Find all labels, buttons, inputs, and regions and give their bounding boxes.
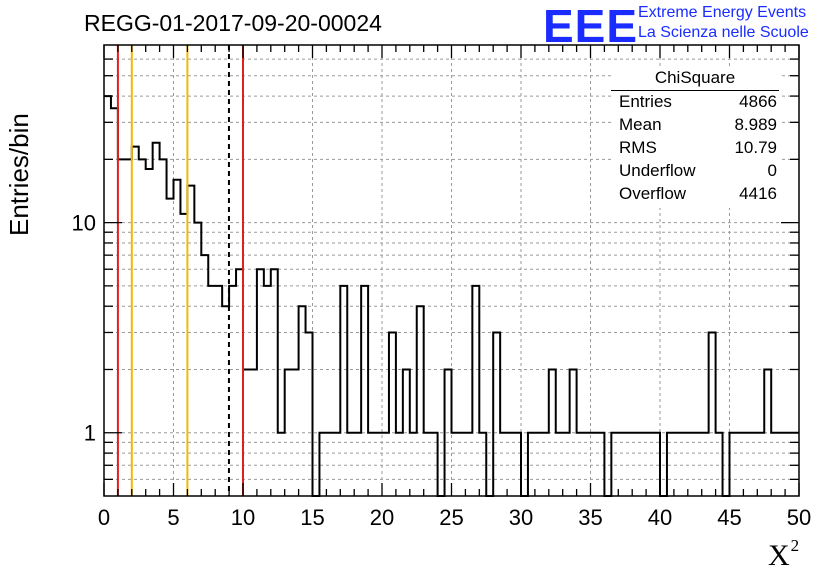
stats-row-entries: Entries 4866: [619, 92, 777, 114]
stats-value: 10.79: [734, 138, 777, 157]
x-tick-label: 5: [167, 505, 179, 530]
stats-row-overflow: Overflow 4416: [619, 184, 777, 206]
stats-row-underflow: Underflow 0: [619, 161, 777, 183]
stats-value: 0: [767, 161, 777, 180]
stats-value: 8.989: [734, 115, 777, 134]
x-tick-label: 0: [98, 505, 110, 530]
x-tick-label: 35: [578, 505, 602, 530]
x-axis-label: X2: [768, 536, 799, 573]
stats-row-rms: RMS 10.79: [619, 138, 777, 160]
logo-line-1: Extreme Energy Events: [638, 4, 807, 21]
x-tick-label: 40: [648, 505, 672, 530]
x-tick-label: 45: [717, 505, 741, 530]
x-axis-label-superscript: 2: [790, 536, 800, 555]
stats-key: Underflow: [619, 161, 696, 180]
stats-key: Overflow: [619, 184, 687, 203]
x-axis-label-base: X: [768, 539, 790, 572]
stats-key: Mean: [619, 115, 662, 134]
x-tick-label: 15: [300, 505, 324, 530]
stats-row-mean: Mean 8.989: [619, 115, 777, 137]
y-tick-label: 1: [84, 421, 96, 446]
x-tick-label: 10: [231, 505, 255, 530]
x-tick-label: 20: [370, 505, 394, 530]
logo-mark: EEE: [543, 0, 639, 52]
logo-line-2: La Scienza nelle Scuole: [638, 24, 809, 41]
stats-box: ChiSquare Entries 4866 Mean 8.989 RMS 10.79…: [611, 66, 779, 208]
stats-value: 4416: [739, 184, 777, 203]
x-tick-label: 30: [509, 505, 533, 530]
x-tick-label: 25: [439, 505, 463, 530]
y-tick-label: 10: [72, 211, 96, 236]
stats-key: Entries: [619, 92, 672, 111]
stats-key: RMS: [619, 138, 657, 157]
plot-title: REGG-01-2017-09-20-00024: [84, 10, 382, 36]
stats-value: 4866: [739, 92, 777, 111]
stats-divider: [611, 90, 779, 91]
stats-title: ChiSquare: [654, 68, 736, 87]
eee-logo: EEE Extreme Energy Events La Scienza nel…: [543, 0, 833, 52]
x-tick-label: 50: [787, 505, 811, 530]
